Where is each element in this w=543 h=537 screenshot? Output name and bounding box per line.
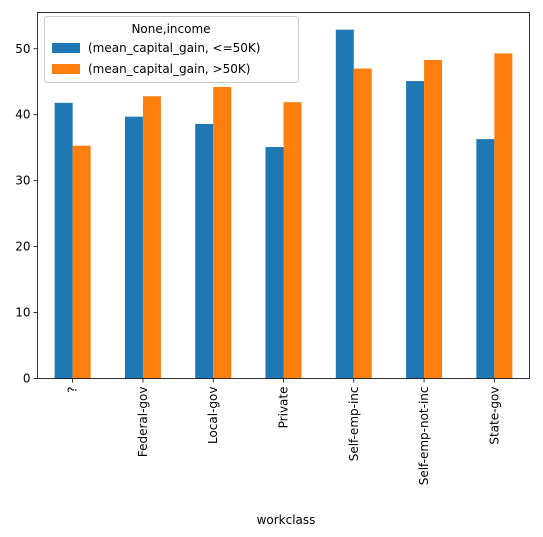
legend-swatch-2	[52, 64, 80, 74]
legend-label-2: (mean_capital_gain, >50K)	[88, 62, 250, 76]
x-tick-label: Private	[277, 387, 291, 429]
legend-title: None,income	[131, 22, 210, 36]
bar-1-	[54, 102, 73, 379]
bar-2-private	[283, 102, 302, 379]
x-tick-label: Self-emp-not-inc	[417, 386, 431, 485]
legend-box	[44, 16, 299, 83]
bar-2-state-gov	[494, 53, 513, 379]
bars-group	[54, 29, 513, 379]
bar-1-self-emp-not-inc	[406, 81, 425, 379]
x-tick-label: Local-gov	[206, 387, 220, 445]
bar-2-self-emp-not-inc	[424, 59, 443, 379]
bar-2-local-gov	[213, 87, 232, 379]
bar-2-self-emp-inc	[353, 68, 372, 379]
bar-2-	[72, 145, 91, 379]
legend-swatch-1	[52, 43, 80, 53]
y-tick-label: 20	[15, 240, 30, 254]
x-tick-label: Self-emp-inc	[347, 387, 361, 462]
y-axis: 0 10 20 30 40 50	[15, 42, 38, 386]
plot-frame	[37, 12, 530, 379]
x-tick-label: State-gov	[487, 387, 501, 445]
bar-2-federal-gov	[142, 96, 161, 379]
x-tick-label: ?	[66, 387, 80, 393]
y-tick-label: 10	[15, 306, 30, 320]
bar-1-self-emp-inc	[335, 29, 354, 379]
x-axis-label: workclass	[257, 513, 316, 527]
legend-label-1: (mean_capital_gain, <=50K)	[88, 41, 260, 55]
x-axis: ? Federal-gov Local-gov Private Self-emp-inc…	[66, 378, 501, 485]
y-tick-label: 40	[15, 108, 30, 122]
y-tick-label: 0	[23, 372, 31, 386]
y-tick-label: 30	[15, 174, 30, 188]
legend: None,income (mean_capital_gain, <=50K) (…	[44, 16, 299, 83]
bar-1-local-gov	[195, 123, 214, 379]
bar-1-federal-gov	[124, 116, 143, 379]
bar-1-state-gov	[476, 139, 495, 379]
y-tick-label: 50	[15, 42, 30, 56]
x-tick-label: Federal-gov	[136, 387, 150, 458]
bar-1-private	[265, 147, 284, 379]
